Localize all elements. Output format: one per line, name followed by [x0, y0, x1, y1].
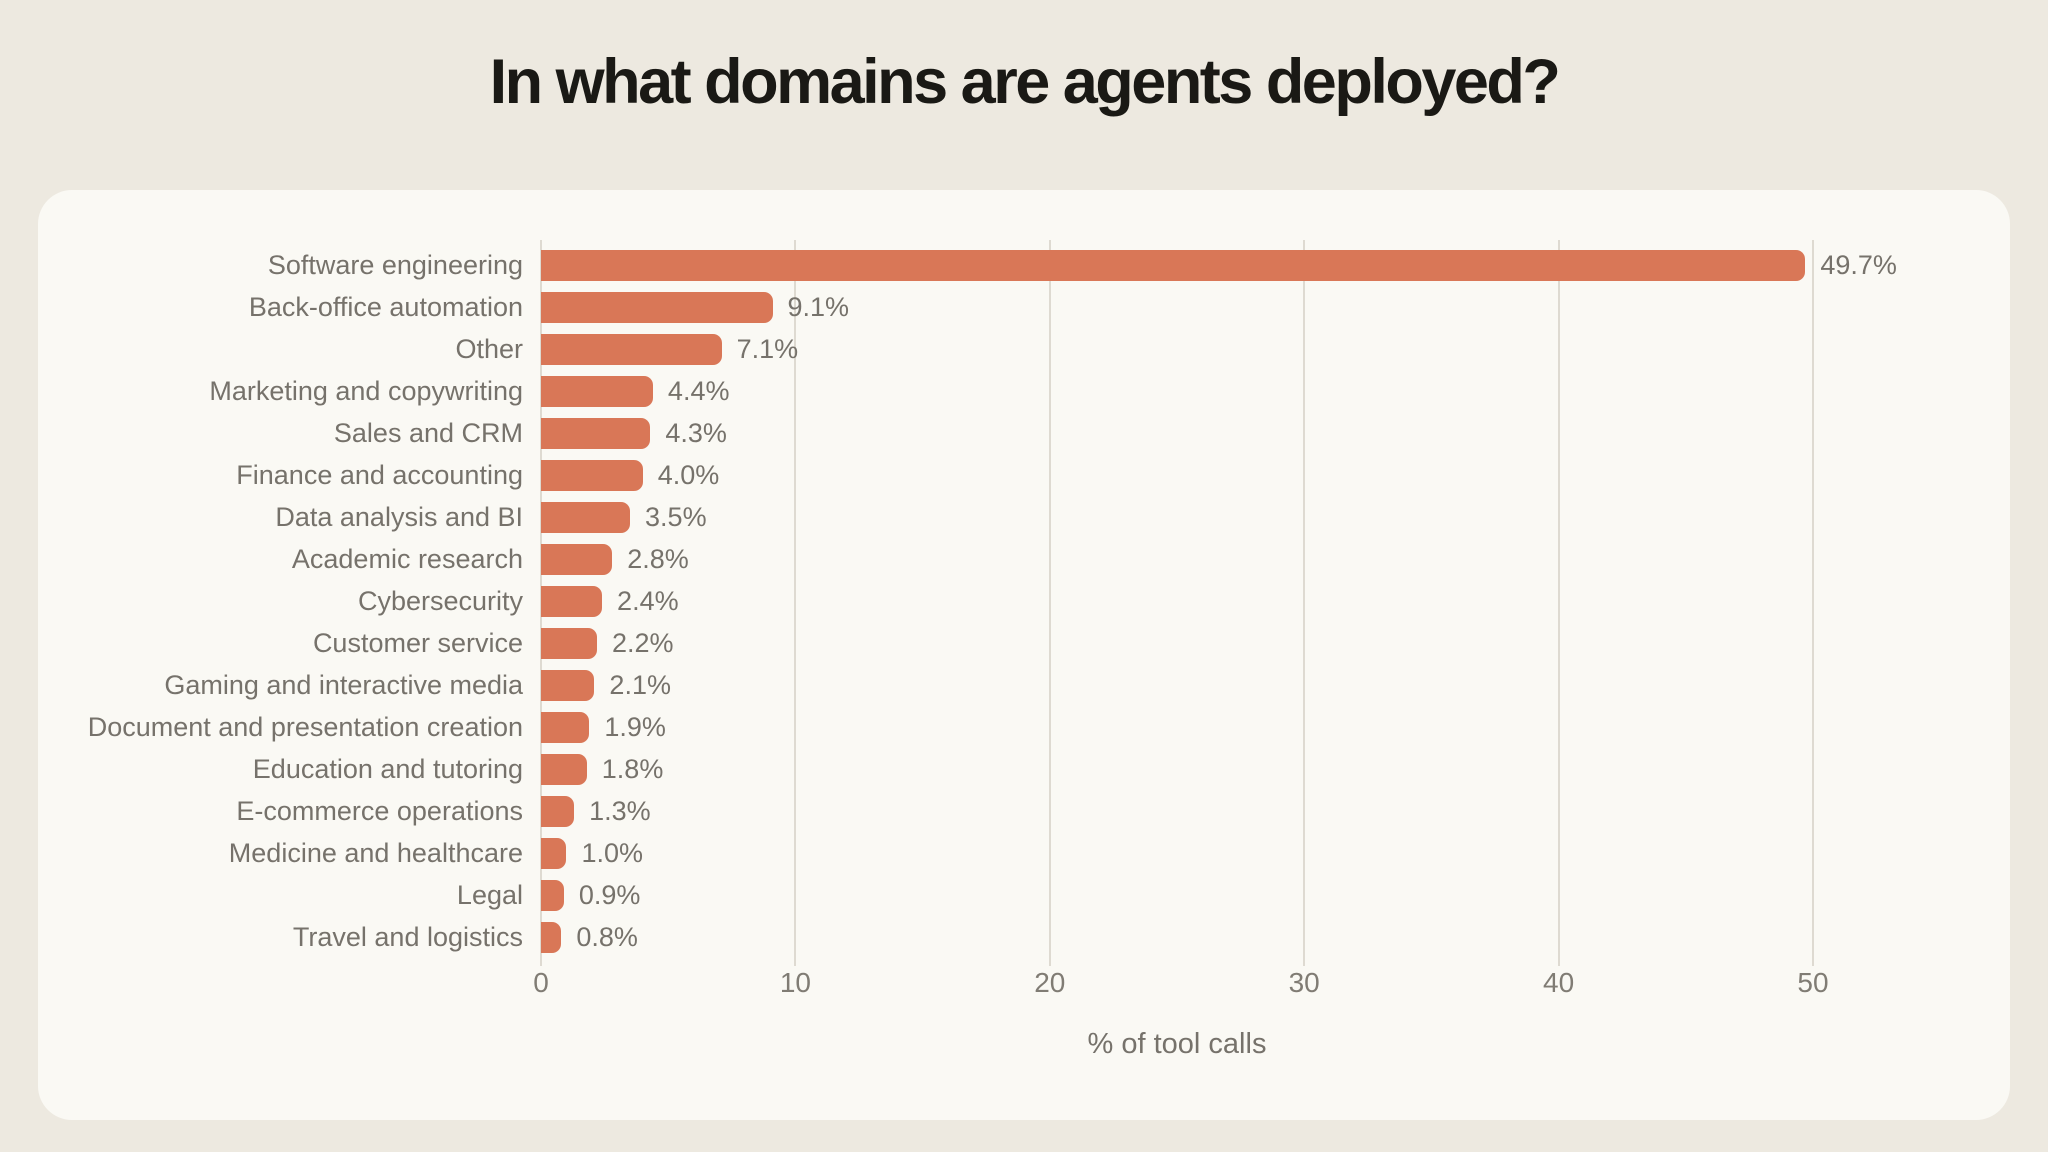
bar — [541, 669, 595, 701]
bar-row: Customer service 2.2% — [38, 622, 2010, 664]
bar — [541, 711, 590, 743]
row-plot-area: 49.7% — [541, 244, 2010, 286]
row-plot-area: 1.3% — [541, 790, 2010, 832]
category-label: Finance and accounting — [236, 459, 523, 490]
x-tick-label: 30 — [1288, 967, 1320, 998]
value-label: 4.0% — [657, 459, 720, 490]
value-label: 2.1% — [609, 669, 671, 700]
row-plot-area: 0.8% — [541, 916, 2010, 958]
bar-row: Software engineering 49.7% — [38, 244, 2010, 286]
page-title: In what domains are agents deployed? — [489, 47, 1561, 117]
category-label: Marketing and copywriting — [209, 375, 523, 406]
x-axis-label: % of tool calls — [1087, 1028, 1267, 1060]
bar-row: Legal 0.9% — [38, 874, 2010, 916]
x-tick-label: 40 — [1543, 967, 1575, 998]
bar-row: Gaming and interactive media 2.1% — [38, 664, 2010, 706]
bar-row: Back-office automation 9.1% — [38, 286, 2010, 328]
row-plot-area: 2.4% — [541, 580, 2010, 622]
row-plot-area: 7.1% — [541, 328, 2010, 370]
row-plot-area: 0.9% — [541, 874, 2010, 916]
x-tick-label: 0 — [533, 967, 549, 998]
bar-row: Education and tutoring 1.8% — [38, 748, 2010, 790]
x-tick-label: 10 — [779, 967, 811, 998]
x-tick-label: 20 — [1034, 967, 1066, 998]
bar — [541, 249, 1806, 281]
category-label: Sales and CRM — [333, 417, 523, 448]
x-axis-ticks: 0 10 20 30 40 50 — [533, 967, 1871, 999]
bar — [541, 921, 562, 953]
category-label: Data analysis and BI — [275, 501, 523, 532]
row-plot-area: 4.3% — [541, 412, 2010, 454]
category-label: Academic research — [291, 543, 523, 574]
category-label: Back-office automation — [248, 291, 523, 322]
category-label: Cybersecurity — [357, 585, 523, 616]
row-plot-area: 9.1% — [541, 286, 2010, 328]
bar-row: Academic research 2.8% — [38, 538, 2010, 580]
category-label: Gaming and interactive media — [164, 669, 523, 700]
value-label: 1.0% — [581, 837, 643, 868]
bar-row: Other 7.1% — [38, 328, 2010, 370]
x-tick-label: 50 — [1797, 967, 1829, 998]
category-label: Medicine and healthcare — [228, 837, 523, 868]
value-label: 0.8% — [576, 921, 638, 952]
bar-row: Sales and CRM 4.3% — [38, 412, 2010, 454]
bar-row: Finance and accounting 4.0% — [38, 454, 2010, 496]
category-label: Software engineering — [267, 249, 523, 280]
bar — [541, 837, 567, 869]
value-label: 1.8% — [601, 753, 664, 784]
bar-row: Travel and logistics 0.8% — [38, 916, 2010, 958]
bar — [541, 753, 587, 785]
category-label: E-commerce operations — [236, 795, 523, 826]
bar — [541, 375, 653, 407]
value-label: 9.1% — [787, 291, 850, 322]
bar-row: Marketing and copywriting 4.4% — [38, 370, 2010, 412]
bar-row: Cybersecurity 2.4% — [38, 580, 2010, 622]
row-plot-area: 1.8% — [541, 748, 2010, 790]
bar — [541, 459, 643, 491]
row-plot-area: 1.0% — [541, 832, 2010, 874]
bar-rows: Software engineering 49.7% Back-office aut… — [38, 244, 2010, 958]
value-label: 2.4% — [617, 585, 679, 616]
row-plot-area: 3.5% — [541, 496, 2010, 538]
value-label: 0.9% — [578, 879, 641, 910]
value-label: 3.5% — [645, 501, 707, 532]
bar-row: Document and presentation creation 1.9% — [38, 706, 2010, 748]
value-label: 4.4% — [667, 375, 730, 406]
bar — [541, 291, 773, 323]
value-label: 49.7% — [1820, 249, 1897, 280]
category-label: Legal — [456, 879, 523, 910]
value-label: 1.9% — [604, 711, 666, 742]
bar-row: Data analysis and BI 3.5% — [38, 496, 2010, 538]
bar — [541, 501, 631, 533]
bar — [541, 627, 597, 659]
row-plot-area: 2.8% — [541, 538, 2010, 580]
bar — [541, 585, 603, 617]
bar — [541, 333, 722, 365]
category-label: Customer service — [312, 627, 523, 658]
value-label: 4.3% — [665, 417, 727, 448]
row-plot-area: 1.9% — [541, 706, 2010, 748]
category-label: Document and presentation creation — [87, 711, 523, 742]
category-label: Travel and logistics — [292, 921, 523, 952]
bar — [541, 879, 564, 911]
value-label: 7.1% — [736, 333, 799, 364]
bar — [541, 417, 651, 449]
value-label: 1.3% — [589, 795, 651, 826]
row-plot-area: 4.0% — [541, 454, 2010, 496]
row-plot-area: 4.4% — [541, 370, 2010, 412]
chart-card: Software engineering 49.7% Back-office aut… — [38, 190, 2010, 1120]
value-label: 2.2% — [611, 627, 674, 658]
row-plot-area: 2.2% — [541, 622, 2010, 664]
category-label: Other — [455, 333, 523, 364]
category-label: Education and tutoring — [252, 753, 523, 784]
row-plot-area: 2.1% — [541, 664, 2010, 706]
bar — [541, 795, 575, 827]
bar-row: Medicine and healthcare 1.0% — [38, 832, 2010, 874]
bar — [541, 543, 613, 575]
value-label: 2.8% — [627, 543, 689, 574]
bar-row: E-commerce operations 1.3% — [38, 790, 2010, 832]
